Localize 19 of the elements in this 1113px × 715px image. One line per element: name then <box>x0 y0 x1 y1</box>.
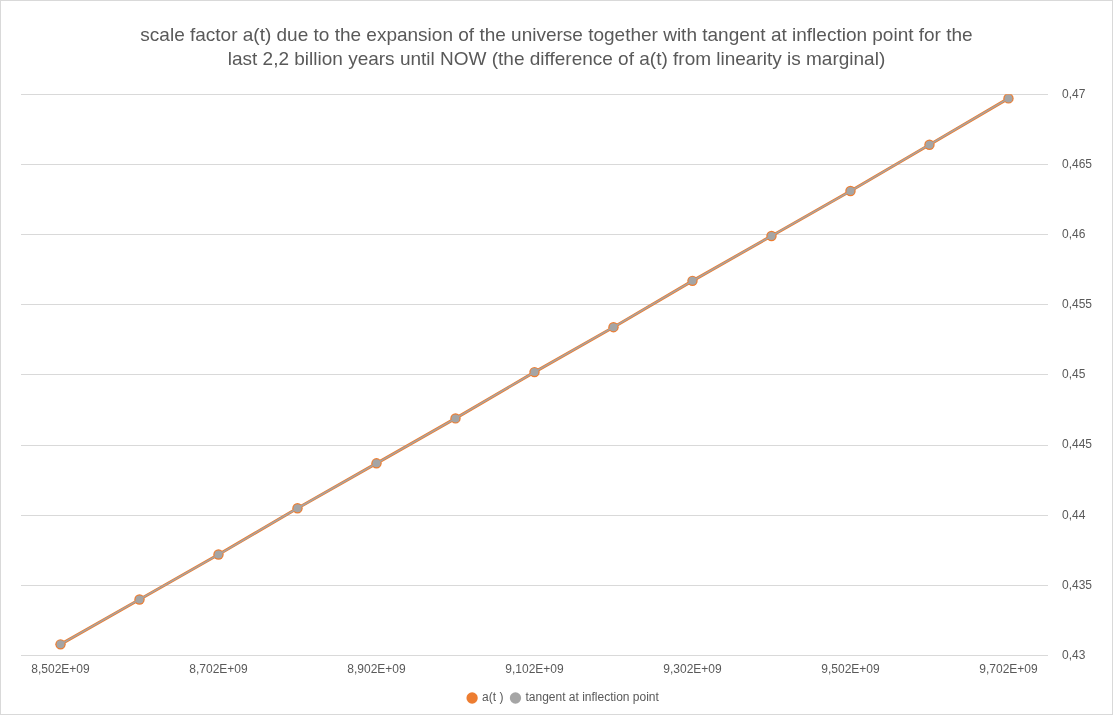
y-tick-label: 0,44 <box>1061 507 1086 522</box>
y-tick-label: 0,435 <box>1061 577 1093 592</box>
x-tick-label: 8,902E+09 <box>347 662 407 677</box>
y-tick-label: 0,47 <box>1061 86 1086 101</box>
legend-label: a(t ) <box>482 690 504 705</box>
x-tick-label: 9,702E+09 <box>979 662 1038 677</box>
y-tick-label: 0,455 <box>1061 297 1093 312</box>
x-tick-label: 9,102E+09 <box>505 662 564 677</box>
x-tick-label: 8,702E+09 <box>189 662 249 677</box>
y-tick-label: 0,43 <box>1061 647 1086 662</box>
y-tick-label: 0,465 <box>1061 156 1093 171</box>
chart-title: scale factor a(t) due to the expansion of the universe together with tangent at inflection point for the last 2,2 billion years until NOW (the difference of a(t) from linearity is marginal) <box>139 23 974 71</box>
x-tick-label: 9,502E+09 <box>821 662 880 677</box>
y-tick-label: 0,445 <box>1061 437 1093 452</box>
y-tick-label: 0,46 <box>1061 226 1086 241</box>
x-tick-label: 9,302E+09 <box>663 662 722 677</box>
y-tick-label: 0,45 <box>1061 367 1086 382</box>
x-tick-label: 8,502E+09 <box>31 662 91 677</box>
legend-label: tangent at inflection point <box>525 690 660 705</box>
